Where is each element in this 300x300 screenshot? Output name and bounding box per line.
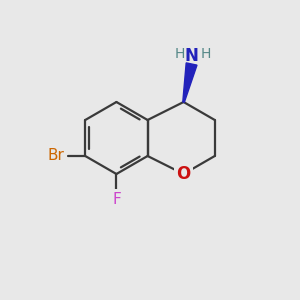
Text: H: H <box>174 47 185 61</box>
Text: F: F <box>112 191 121 206</box>
Text: N: N <box>185 47 199 65</box>
Polygon shape <box>183 63 197 102</box>
Text: O: O <box>176 165 191 183</box>
Text: H: H <box>200 47 211 61</box>
Text: Br: Br <box>48 148 65 164</box>
